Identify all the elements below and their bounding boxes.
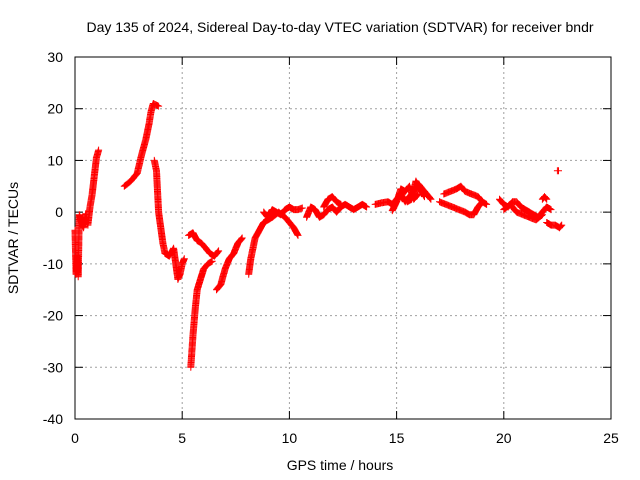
data-segment: [538, 193, 551, 203]
x-tick-label: 10: [282, 430, 298, 446]
data-point-marks: [538, 193, 551, 203]
data-point-marks: [500, 200, 546, 224]
y-tick-label: 20: [47, 101, 63, 117]
x-tick-labels: 0 5 10 15 20 25: [71, 430, 619, 446]
data-point-marks: [245, 213, 276, 278]
data-segment: [245, 213, 276, 278]
plot-frame: [74, 56, 612, 420]
data-segment: [150, 156, 188, 283]
data-point-marks: [187, 257, 216, 371]
data-segment: [71, 146, 103, 281]
data-segment: [187, 257, 216, 371]
x-tick-label: 5: [178, 430, 186, 446]
data-point-marks: [543, 219, 566, 232]
y-axis-label: SDTVAR / TECUs: [5, 182, 21, 294]
data-segment: [268, 208, 302, 239]
data-point-marks: [71, 146, 103, 281]
x-tick-label: 0: [71, 430, 79, 446]
x-tick-label: 20: [496, 430, 512, 446]
data-point-marks: [553, 167, 562, 175]
data-segment: [185, 229, 223, 260]
data-point-marks: [403, 177, 428, 206]
data-segment: [120, 100, 163, 190]
y-tick-label: -40: [43, 411, 63, 427]
data-point-marks: [436, 198, 486, 219]
data-point-marks: [213, 234, 246, 294]
x-tick-label: 15: [389, 430, 405, 446]
y-tick-label: 10: [47, 152, 63, 168]
chart-title: Day 135 of 2024, Sidereal Day-to-day VTE…: [86, 19, 593, 35]
y-tick-label: -10: [43, 256, 63, 272]
data-segment: [500, 200, 546, 224]
data-segment: [436, 198, 486, 219]
data-point-marks: [320, 193, 345, 211]
data-segment: [553, 167, 562, 175]
x-tick-label: 25: [603, 430, 619, 446]
x-axis-label: GPS time / hours: [287, 457, 394, 473]
data-segment: [213, 234, 246, 294]
grid-lines: [75, 57, 611, 419]
data-point-marks: [268, 208, 302, 239]
data-segment: [320, 193, 345, 211]
axis-ticks: [74, 56, 612, 420]
y-tick-label: -30: [43, 359, 63, 375]
data-segment: [543, 219, 566, 232]
data-points: [71, 100, 566, 371]
y-tick-label: 0: [55, 204, 63, 220]
data-segment: [403, 177, 428, 206]
y-tick-labels: 30 20 10 0 -10 -20 -30 -40: [43, 49, 63, 427]
y-tick-label: 30: [47, 49, 63, 65]
data-point-marks: [150, 156, 188, 283]
data-point-marks: [120, 100, 163, 190]
data-point-marks: [185, 229, 223, 260]
y-tick-label: -20: [43, 308, 63, 324]
